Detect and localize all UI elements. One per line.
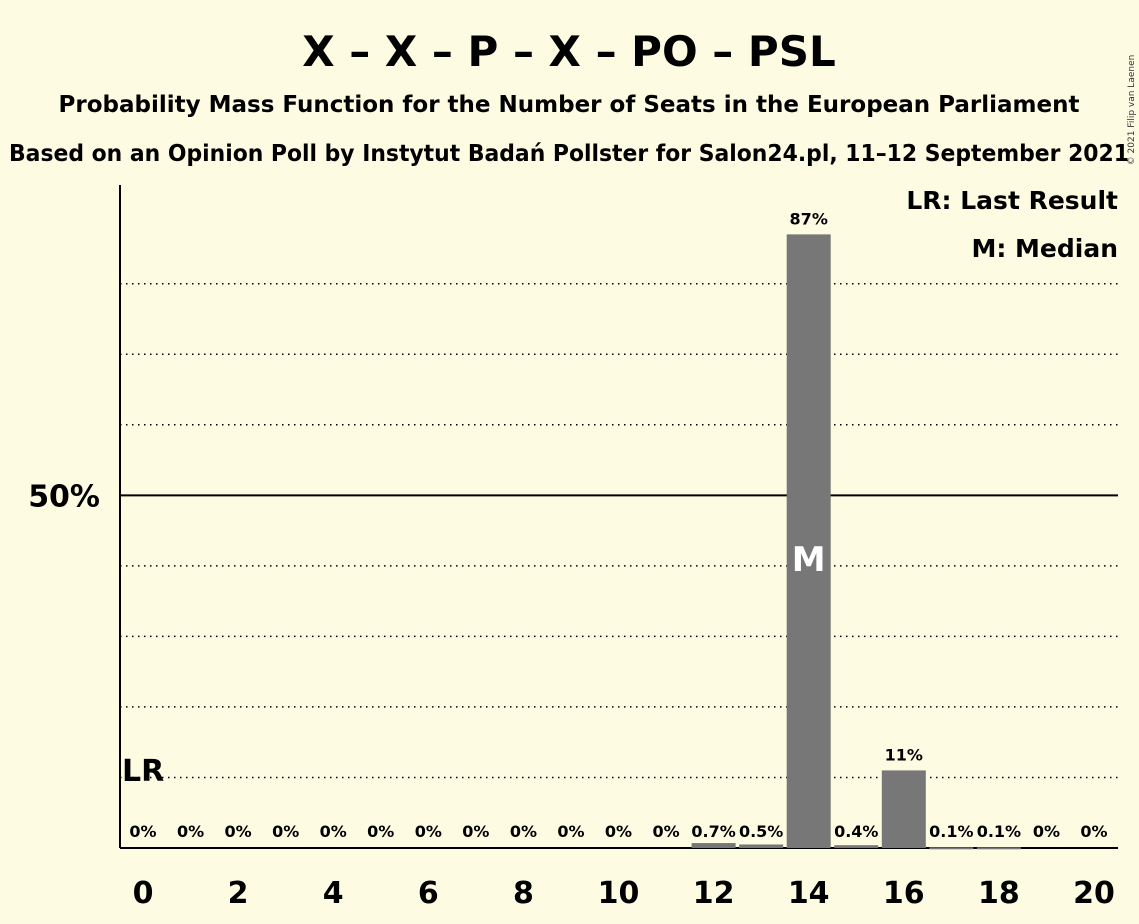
data-label: 0% bbox=[1033, 822, 1060, 841]
gridlines bbox=[120, 282, 1118, 779]
copyright-notice: © 2021 Filip van Laenen bbox=[1127, 55, 1137, 166]
bar bbox=[881, 770, 926, 848]
data-label: 0% bbox=[320, 822, 347, 841]
x-tick-label: 14 bbox=[788, 876, 830, 911]
data-label: 0% bbox=[272, 822, 299, 841]
bar bbox=[739, 844, 784, 848]
data-label: 0% bbox=[1080, 822, 1107, 841]
data-label: 0.7% bbox=[691, 822, 735, 841]
data-label: 0% bbox=[462, 822, 489, 841]
x-tick-label: 16 bbox=[883, 876, 925, 911]
x-tick-label: 8 bbox=[513, 876, 534, 911]
data-label: 0% bbox=[415, 822, 442, 841]
x-tick-label: 12 bbox=[693, 876, 735, 911]
data-label: 87% bbox=[790, 209, 828, 228]
x-tick-label: 6 bbox=[418, 876, 439, 911]
data-label: 0% bbox=[225, 822, 252, 841]
chart-title: X – X – P – X – PO – PSL bbox=[302, 27, 835, 76]
x-tick-label: 0 bbox=[133, 876, 154, 911]
x-tick-labels: 0 2 4 6 8 10 12 14 16 18 20 bbox=[133, 876, 1115, 911]
data-label: 0.5% bbox=[739, 822, 783, 841]
x-tick-label: 18 bbox=[978, 876, 1020, 911]
data-labels: 0% 0% 0% 0% 0% 0% 0% 0% 0% 0% 0% 0% 0.7% 0.5% 87% 0.4% 1… bbox=[129, 209, 1107, 841]
data-label: 0% bbox=[510, 822, 537, 841]
x-tick-label: 10 bbox=[598, 876, 640, 911]
data-label: 0% bbox=[557, 822, 584, 841]
data-label: 11% bbox=[885, 745, 923, 764]
last-result-marker: LR bbox=[122, 754, 164, 789]
chart-subtitle: Probability Mass Function for the Number… bbox=[59, 92, 1080, 118]
bar bbox=[691, 843, 736, 848]
bar bbox=[976, 847, 1021, 850]
data-label: 0% bbox=[605, 822, 632, 841]
bar bbox=[929, 847, 974, 850]
data-label: 0.1% bbox=[977, 822, 1021, 841]
x-tick-label: 4 bbox=[323, 876, 344, 911]
chart-source: Based on an Opinion Poll by Instytut Bad… bbox=[9, 141, 1129, 167]
bar bbox=[786, 234, 831, 849]
data-label: 0% bbox=[177, 822, 204, 841]
median-marker: M bbox=[792, 540, 826, 580]
legend-median: M: Median bbox=[971, 234, 1118, 263]
bar bbox=[834, 845, 879, 848]
bars bbox=[691, 234, 1021, 850]
x-tick-label: 2 bbox=[228, 876, 249, 911]
data-label: 0.1% bbox=[929, 822, 973, 841]
legend-last-result: LR: Last Result bbox=[906, 186, 1118, 215]
x-tick-label: 20 bbox=[1073, 876, 1115, 911]
data-label: 0% bbox=[129, 822, 156, 841]
data-label: 0% bbox=[367, 822, 394, 841]
data-label: 0% bbox=[652, 822, 679, 841]
y-tick-label-50: 50% bbox=[28, 479, 100, 514]
data-label: 0.4% bbox=[834, 822, 878, 841]
